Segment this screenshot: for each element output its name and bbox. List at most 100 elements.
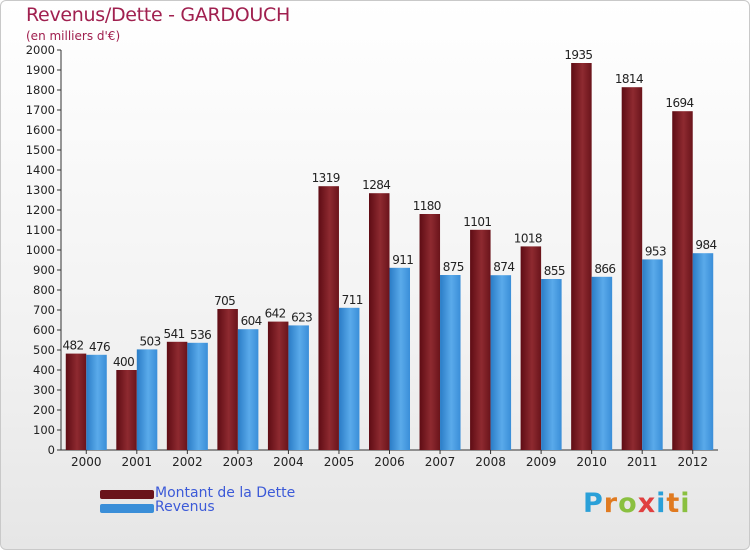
bar-value-label: 1180 — [413, 199, 441, 213]
bar-value-label: 1319 — [312, 171, 340, 185]
bar-dette — [217, 309, 238, 450]
bar-value-label: 1694 — [665, 96, 693, 110]
bar-value-label: 400 — [113, 355, 134, 369]
y-tick-label: 1300 — [26, 183, 55, 197]
y-tick-label: 100 — [33, 423, 55, 437]
bar-dette — [520, 246, 542, 450]
y-tick-label: 1200 — [26, 203, 55, 217]
x-tick-label: 2000 — [71, 455, 102, 469]
bar-dette — [672, 111, 693, 450]
bar-value-label: 911 — [392, 253, 413, 267]
x-tick-label: 2012 — [677, 455, 708, 469]
x-tick-label: 2008 — [475, 455, 506, 469]
bar-revenus — [541, 279, 562, 450]
bar-dette — [419, 214, 441, 450]
bar-value-label: 503 — [140, 334, 161, 348]
bar-revenus — [389, 267, 410, 450]
logo-letter: i — [656, 488, 667, 519]
chart-subtitle: (en milliers d'€) — [26, 29, 121, 43]
bar-value-label: 623 — [291, 310, 312, 324]
x-tick-label: 2011 — [627, 455, 658, 469]
x-tick-label: 2007 — [425, 455, 456, 469]
y-tick-label: 600 — [33, 323, 55, 337]
bar-dette — [470, 229, 491, 450]
bar-dette — [267, 321, 289, 450]
legend-label-dette: Montant de la Dette — [155, 485, 296, 501]
x-tick-label: 2006 — [374, 455, 405, 469]
y-tick-label: 1900 — [26, 63, 55, 77]
bar-revenus — [338, 307, 360, 450]
bar-value-label: 482 — [62, 339, 83, 353]
logo-letter: t — [666, 488, 681, 519]
bar-value-label: 874 — [493, 260, 514, 274]
y-tick-label: 2000 — [26, 43, 55, 57]
bar-revenus — [642, 259, 663, 450]
bar-revenus — [187, 342, 208, 450]
logo-letter: r — [603, 488, 619, 519]
bar-dette — [369, 193, 390, 450]
bar-revenus — [591, 276, 613, 450]
bar-dette — [166, 341, 188, 450]
x-tick-label: 2002 — [172, 455, 203, 469]
y-tick-label: 1400 — [26, 163, 55, 177]
x-tick-label: 2001 — [122, 455, 153, 469]
y-tick-label: 1800 — [26, 83, 55, 97]
bar-revenus — [136, 349, 158, 450]
bar-revenus — [490, 275, 512, 450]
y-tick-label: 700 — [33, 303, 55, 317]
bar-value-label: 642 — [265, 307, 286, 321]
x-tick-label: 2005 — [324, 455, 355, 469]
bar-value-label: 866 — [594, 262, 615, 276]
bar-value-label: 711 — [342, 293, 363, 307]
proxiti-logo: Proxiti — [583, 488, 691, 519]
bar-revenus — [692, 253, 714, 450]
bar-value-label: 604 — [241, 314, 262, 328]
bar-value-label: 953 — [645, 244, 666, 258]
bar-value-label: 1018 — [514, 231, 542, 245]
y-tick-label: 800 — [33, 283, 55, 297]
logo-letter: x — [637, 488, 657, 519]
y-tick-label: 400 — [33, 363, 55, 377]
x-tick-label: 2004 — [273, 455, 304, 469]
y-tick-label: 200 — [33, 403, 55, 417]
bar-value-label: 1935 — [564, 48, 592, 62]
bar-value-label: 1814 — [615, 72, 643, 86]
y-tick-label: 900 — [33, 263, 55, 277]
bar-value-label: 541 — [164, 327, 185, 341]
y-tick-label: 300 — [33, 383, 55, 397]
bar-value-label: 1284 — [362, 178, 390, 192]
y-tick-label: 1700 — [26, 103, 55, 117]
bar-value-label: 536 — [190, 328, 211, 342]
legend-swatch-revenus — [100, 504, 154, 513]
bar-dette — [621, 87, 643, 450]
logo-letter: i — [680, 488, 691, 519]
chart-title: Revenus/Dette - GARDOUCH — [26, 4, 290, 26]
x-tick-label: 2009 — [526, 455, 557, 469]
bar-dette — [65, 353, 87, 450]
y-tick-label: 500 — [33, 343, 55, 357]
bar-dette — [318, 186, 339, 450]
bar-revenus — [86, 354, 107, 450]
bar-value-label: 855 — [544, 264, 565, 278]
y-tick-label: 0 — [48, 443, 55, 457]
bar-revenus — [288, 325, 309, 450]
bar-revenus — [237, 329, 259, 450]
y-tick-label: 1100 — [26, 223, 55, 237]
bar-value-label: 984 — [695, 238, 716, 252]
bar-value-label: 1101 — [463, 215, 491, 229]
bar-value-label: 705 — [214, 294, 235, 308]
legend-swatch-dette — [100, 490, 154, 499]
bar-value-label: 875 — [443, 260, 464, 274]
y-tick-label: 1000 — [26, 243, 55, 257]
y-tick-label: 1600 — [26, 123, 55, 137]
x-tick-label: 2003 — [223, 455, 254, 469]
y-tick-label: 1500 — [26, 143, 55, 157]
x-tick-label: 2010 — [576, 455, 607, 469]
bar-dette — [116, 370, 137, 450]
legend-label-revenus: Revenus — [155, 499, 215, 515]
logo-letter: o — [618, 488, 638, 519]
bar-revenus — [440, 275, 461, 450]
bar-dette — [571, 63, 592, 450]
bar-value-label: 476 — [89, 340, 110, 354]
